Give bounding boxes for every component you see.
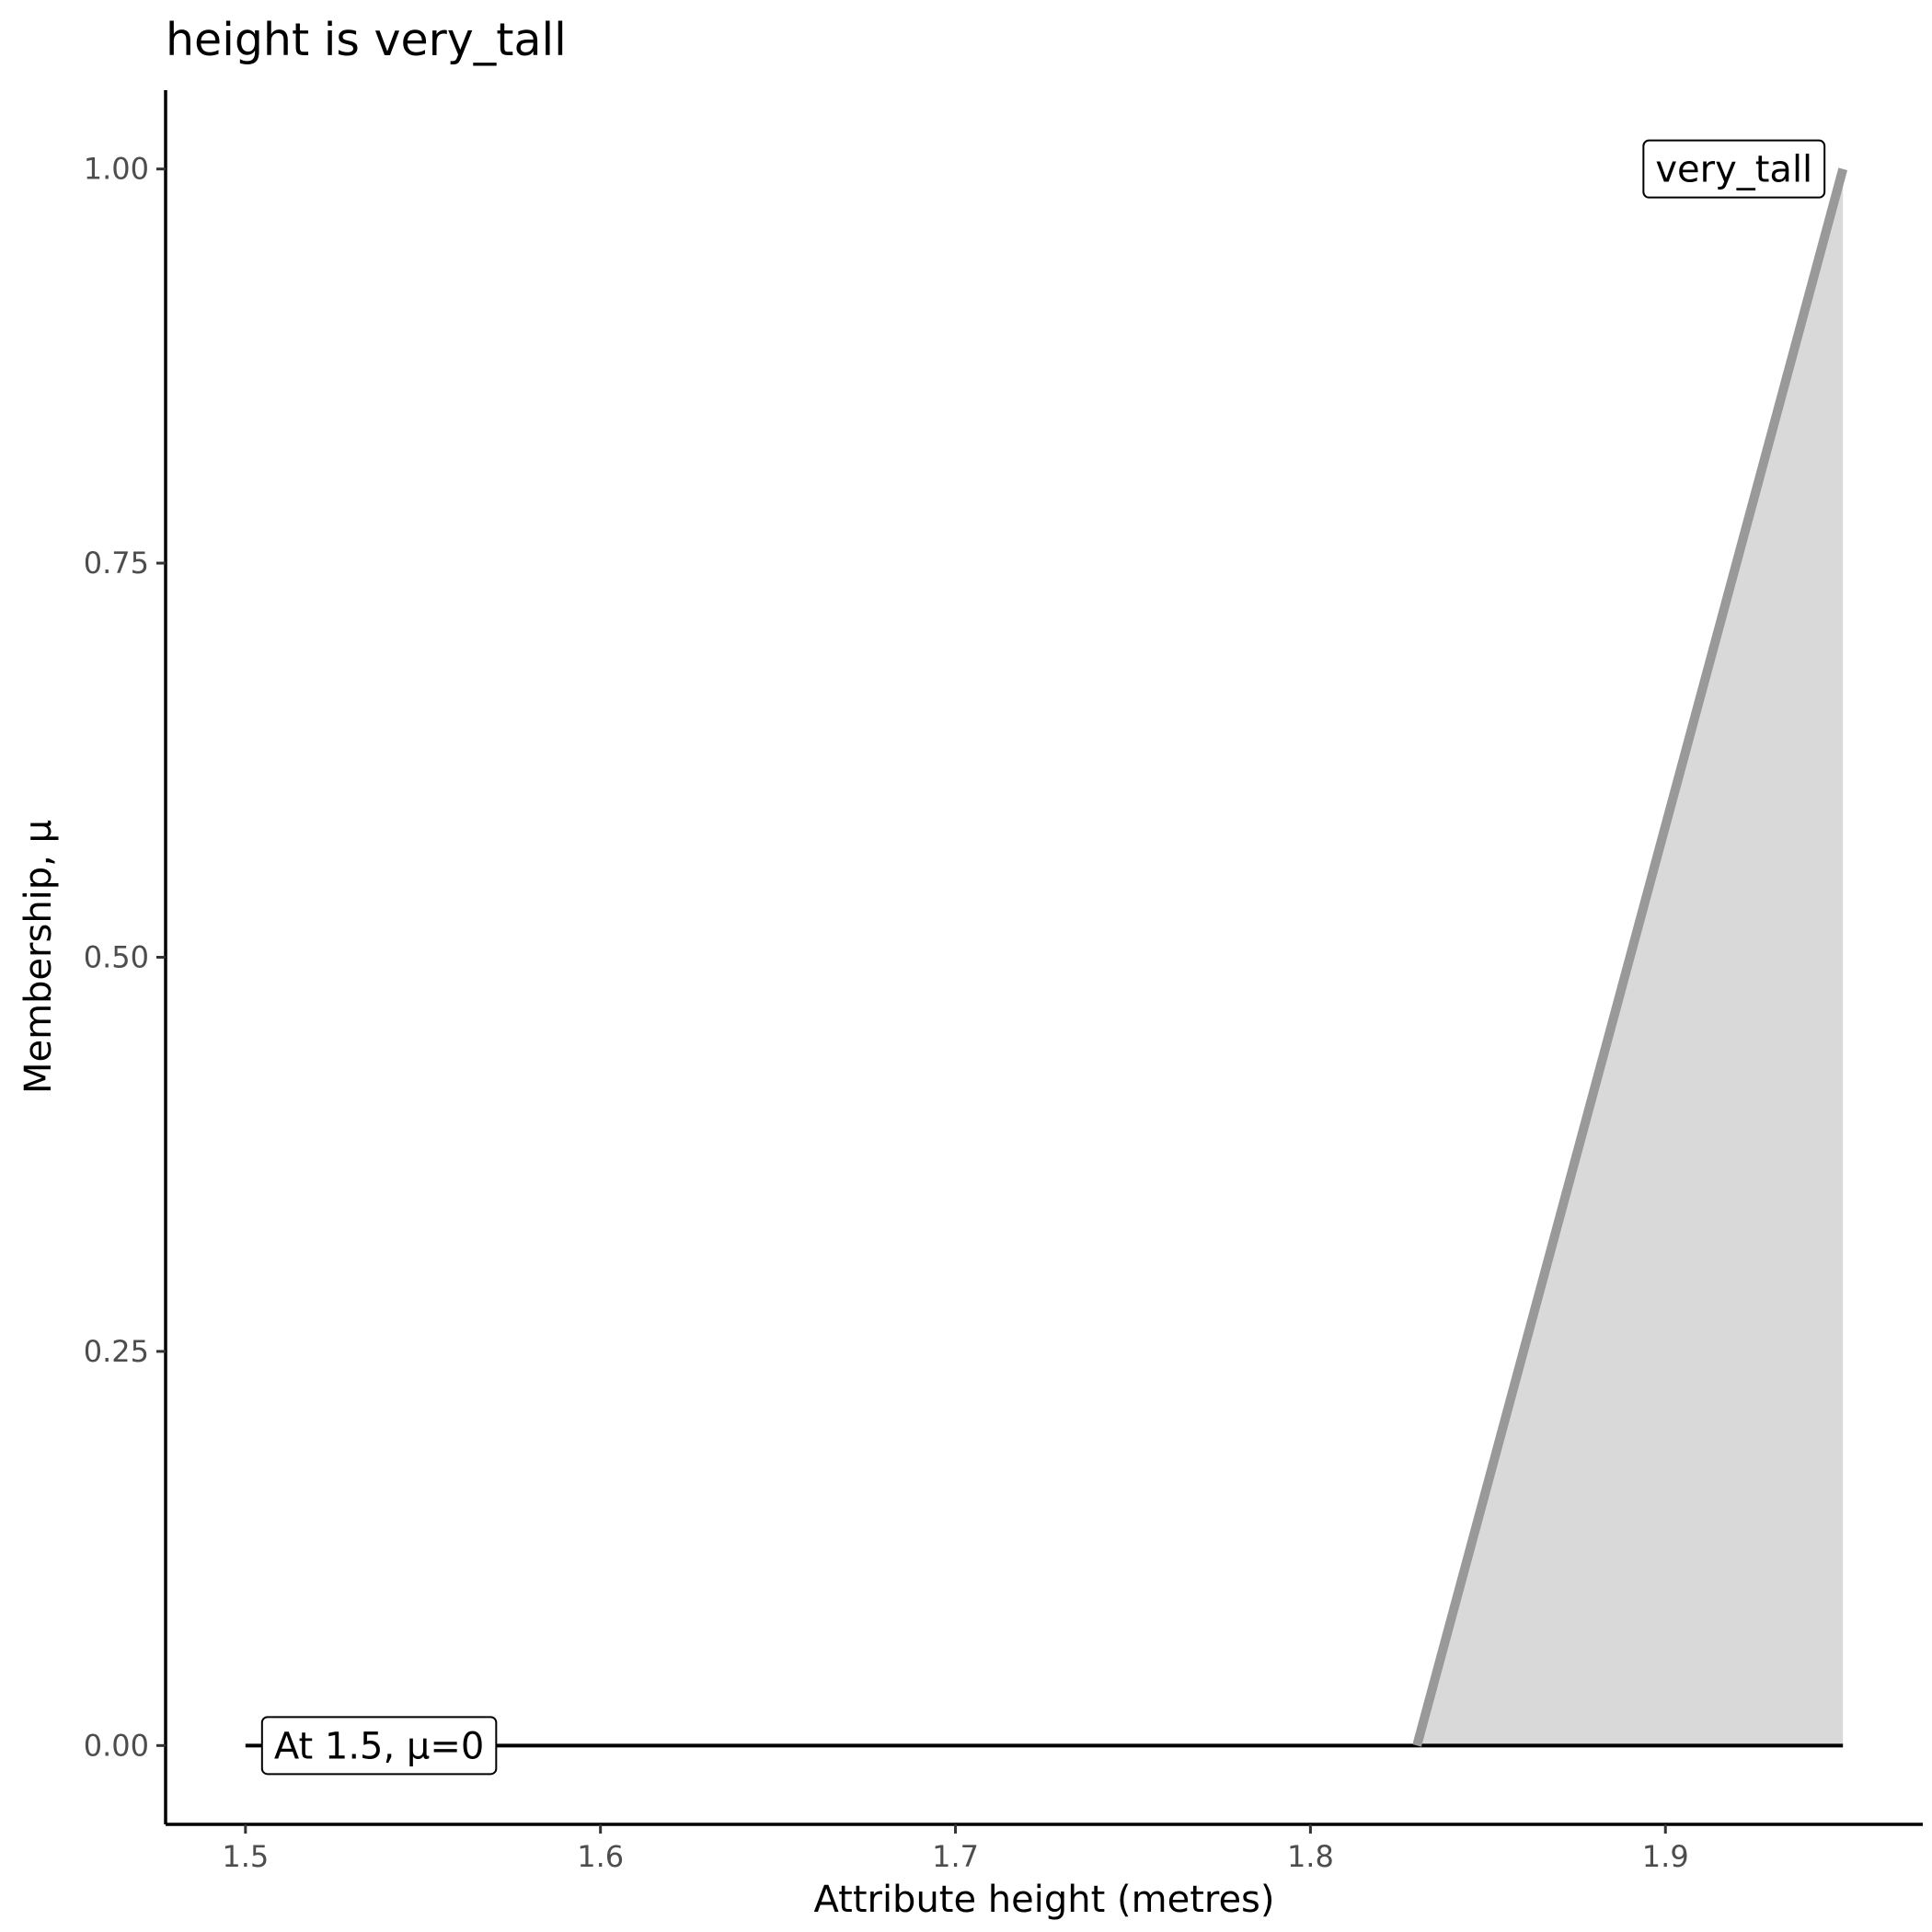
annotation-box <box>1642 139 1826 199</box>
chart-title: height is very_tall <box>166 14 567 66</box>
y-tick-label: 0.25 <box>84 1334 149 1369</box>
y-axis-title: Membership, μ <box>17 820 60 1094</box>
x-tick-label: 1.9 <box>1642 1839 1689 1874</box>
x-tick-label: 1.5 <box>222 1839 269 1874</box>
x-axis-title: Attribute height (metres) <box>813 1879 1274 1921</box>
annotation-text: very_tall <box>1655 149 1812 191</box>
annotation-label: very_tall <box>1642 139 1826 199</box>
plot-area: 1.5 1.6 1.7 1.8 1.9 0.00 0.25 0.50 0.75 1.00 very_… <box>84 90 1923 1874</box>
y-tick-label: 1.00 <box>84 152 149 187</box>
y-tick-label: 0.50 <box>84 940 149 975</box>
annotation-text: At 1.5, μ=0 <box>274 1725 485 1767</box>
series-line-0 <box>1412 167 1848 1747</box>
y-tick-label: 0.00 <box>84 1728 149 1763</box>
y-tick-label: 0.75 <box>84 546 149 581</box>
x-tick-label: 1.8 <box>1287 1839 1334 1874</box>
annotation-label: At 1.5, μ=0 <box>260 1716 498 1776</box>
x-tick-label: 1.6 <box>577 1839 624 1874</box>
x-tick-label: 1.7 <box>932 1839 979 1874</box>
annotation-box <box>260 1716 498 1776</box>
